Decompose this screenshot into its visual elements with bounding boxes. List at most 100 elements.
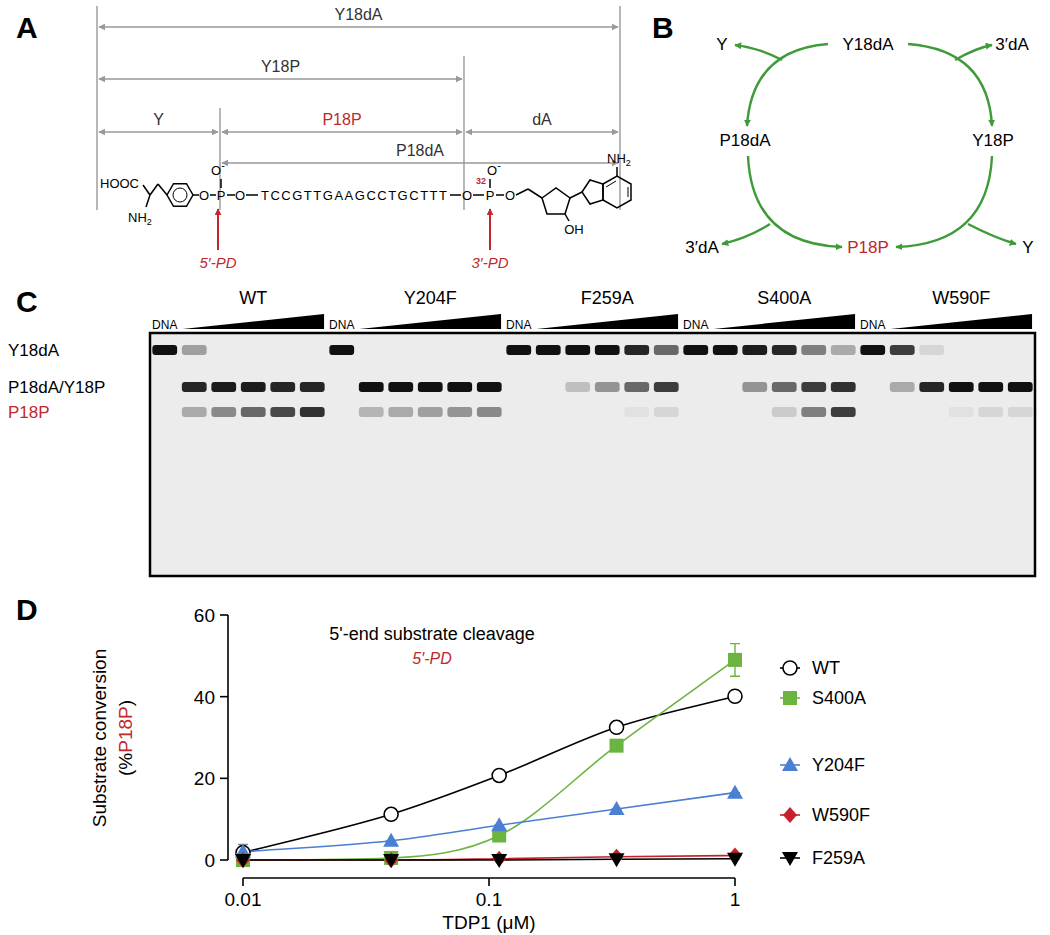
label: NH2 bbox=[607, 151, 631, 168]
marker bbox=[383, 854, 399, 868]
gel-band bbox=[152, 382, 177, 392]
gel-band bbox=[536, 345, 561, 355]
bond bbox=[616, 167, 618, 176]
gel-band bbox=[359, 382, 384, 392]
gel-band bbox=[624, 345, 649, 355]
gel-band bbox=[300, 345, 325, 355]
gel-band bbox=[683, 382, 708, 392]
y-tick bbox=[220, 696, 228, 698]
gel-band bbox=[182, 407, 207, 417]
gel-band bbox=[772, 345, 797, 355]
label: NH2 bbox=[128, 210, 152, 227]
reaction-arrow bbox=[908, 44, 992, 126]
marker bbox=[609, 801, 625, 815]
span-label: P18dA bbox=[396, 142, 444, 159]
marker bbox=[728, 689, 742, 703]
label: HOOC bbox=[100, 176, 139, 191]
panel-letter: C bbox=[16, 285, 38, 318]
panel-letter: D bbox=[16, 593, 38, 626]
span-boundary bbox=[96, 6, 97, 210]
gel-band bbox=[536, 407, 561, 417]
y-tick-label: 60 bbox=[194, 605, 215, 626]
gel-band bbox=[211, 345, 236, 355]
concentration-wedge bbox=[890, 314, 1032, 329]
gel-band bbox=[565, 382, 590, 392]
fit-line bbox=[243, 859, 735, 860]
control-lane-label: DNA bbox=[860, 318, 885, 332]
fit-line bbox=[243, 856, 735, 860]
reaction-arrow bbox=[968, 224, 1016, 244]
x-axis-label: TDP1 (μM) bbox=[442, 912, 535, 933]
marker bbox=[782, 757, 798, 771]
bond bbox=[516, 189, 528, 195]
label-part: (% bbox=[115, 753, 136, 776]
gel-band bbox=[595, 345, 620, 355]
gel-band bbox=[388, 382, 413, 392]
marker bbox=[236, 852, 250, 868]
span-label: dA bbox=[532, 111, 552, 128]
y-tick-label: 40 bbox=[194, 687, 215, 708]
y-axis bbox=[227, 615, 229, 860]
group-label: W590F bbox=[932, 288, 990, 308]
y-axis-label: Substrate conversion bbox=[89, 649, 110, 828]
label-part: - bbox=[221, 159, 225, 171]
gel-band bbox=[683, 345, 708, 355]
y-tick-label: 0 bbox=[204, 850, 215, 871]
panel-letter: A bbox=[16, 11, 38, 44]
gel-band bbox=[447, 345, 472, 355]
scheme-node: Y bbox=[1022, 238, 1033, 257]
gel-band bbox=[418, 345, 443, 355]
panel-letter: B bbox=[652, 11, 674, 44]
control-lane-label: DNA bbox=[329, 318, 354, 332]
reaction-arrow bbox=[722, 224, 770, 244]
gel-band bbox=[270, 407, 295, 417]
gel-band bbox=[595, 407, 620, 417]
label: OH bbox=[564, 222, 584, 237]
gel-band bbox=[506, 407, 531, 417]
reaction-arrow bbox=[747, 44, 828, 126]
y-axis-label: (%P18P) bbox=[115, 700, 136, 776]
bond bbox=[450, 194, 461, 196]
gel-band bbox=[211, 407, 236, 417]
gel-band bbox=[300, 407, 325, 417]
fit-line bbox=[243, 696, 735, 852]
span-label: P18P bbox=[322, 111, 361, 128]
gel-band bbox=[713, 407, 738, 417]
gel-band bbox=[477, 345, 502, 355]
marker bbox=[783, 661, 797, 675]
gel-band bbox=[211, 382, 236, 392]
label: O- bbox=[487, 159, 501, 178]
concentration-wedge bbox=[536, 314, 678, 329]
legend-label: F259A bbox=[812, 848, 865, 868]
gel-band bbox=[152, 407, 177, 417]
scheme-node: 3′dA bbox=[995, 35, 1029, 54]
x-tick bbox=[242, 878, 244, 886]
span-label: Y bbox=[153, 111, 164, 128]
gel-band bbox=[978, 382, 1003, 392]
gel-band bbox=[654, 345, 679, 355]
gel-band bbox=[860, 407, 885, 417]
gel-band bbox=[890, 382, 915, 392]
gel-band bbox=[506, 382, 531, 392]
gel-band bbox=[860, 382, 885, 392]
gel-band bbox=[683, 407, 708, 417]
span-label: Y18P bbox=[261, 58, 300, 75]
gel-band bbox=[801, 382, 826, 392]
bond bbox=[565, 214, 569, 221]
bond bbox=[489, 179, 491, 188]
gel-band bbox=[772, 407, 797, 417]
marker bbox=[384, 807, 398, 821]
marker bbox=[783, 691, 797, 705]
gel-band bbox=[565, 407, 590, 417]
chart-title: 5'-end substrate cleavage bbox=[329, 624, 535, 644]
site-arrow bbox=[217, 209, 219, 250]
bond bbox=[473, 194, 484, 196]
legend: WTS400AY204FW590FF259A bbox=[780, 658, 870, 868]
fit-line bbox=[243, 660, 735, 860]
gel-band bbox=[742, 382, 767, 392]
gel-band bbox=[831, 345, 856, 355]
gel-band bbox=[241, 345, 266, 355]
gel-band bbox=[182, 345, 207, 355]
marker bbox=[727, 785, 743, 799]
label: P bbox=[486, 188, 495, 203]
